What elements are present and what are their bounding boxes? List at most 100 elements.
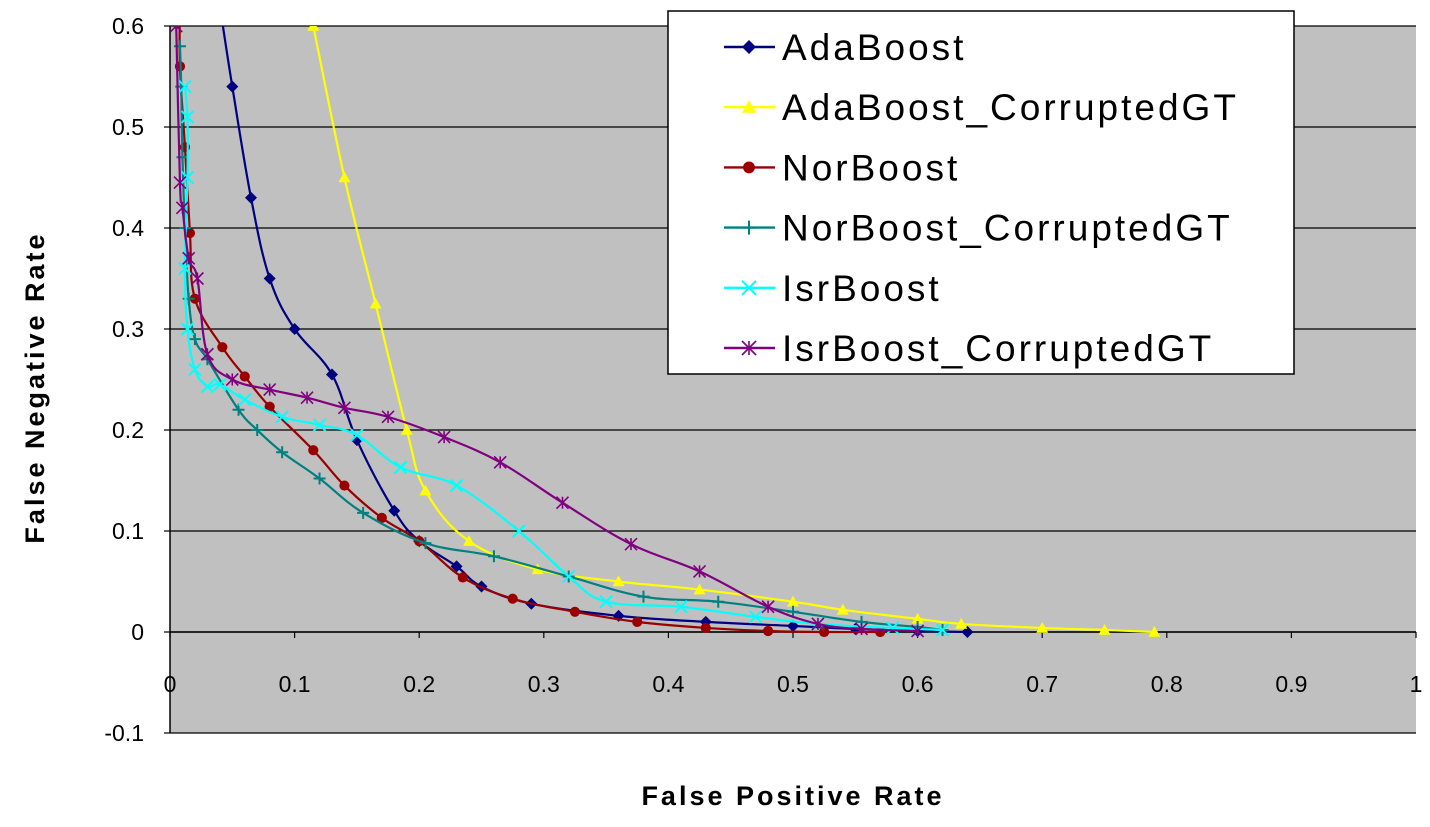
marker-plus bbox=[712, 595, 725, 608]
x-axis-title: False Positive Rate bbox=[641, 781, 944, 811]
marker-triangle bbox=[836, 603, 849, 615]
y-tick-label: 0.3 bbox=[112, 316, 144, 342]
marker-triangle bbox=[955, 617, 968, 629]
marker-x bbox=[213, 377, 227, 392]
marker-diamond bbox=[787, 619, 799, 632]
marker-diamond bbox=[388, 504, 401, 517]
legend-label: AdaBoost bbox=[782, 27, 966, 68]
x-tick-label: 0.6 bbox=[902, 671, 934, 697]
marker-circle bbox=[175, 1, 185, 11]
marker-plus bbox=[357, 506, 370, 519]
legend-label: IsrBoost_CorruptedGT bbox=[782, 328, 1214, 369]
marker-circle bbox=[632, 616, 643, 628]
marker-asterisk bbox=[381, 410, 395, 424]
marker-triangle bbox=[338, 171, 351, 183]
y-axis-title: False Negative Rate bbox=[20, 231, 50, 543]
marker-diamond bbox=[263, 272, 276, 285]
marker-circle bbox=[308, 445, 319, 456]
marker-x bbox=[180, 170, 195, 185]
marker-x bbox=[935, 623, 950, 637]
marker-asterisk bbox=[170, 26, 183, 33]
y-tick-label: 0.5 bbox=[112, 114, 144, 140]
legend-label: IsrBoost bbox=[782, 268, 942, 309]
marker-diamond bbox=[288, 323, 301, 335]
marker-circle bbox=[743, 161, 755, 174]
marker-plus bbox=[251, 424, 264, 436]
marker-asterisk bbox=[263, 383, 277, 397]
x-tick-label: 0.2 bbox=[403, 671, 435, 697]
marker-asterisk bbox=[555, 496, 570, 510]
marker-triangle bbox=[307, 26, 320, 31]
marker-plus bbox=[742, 220, 756, 235]
marker-x bbox=[885, 621, 900, 635]
marker-circle bbox=[457, 572, 468, 583]
marker-x bbox=[238, 392, 252, 407]
marker-asterisk bbox=[300, 391, 314, 405]
y-tick-label: 0 bbox=[131, 619, 144, 645]
series-line bbox=[175, 26, 918, 633]
y-tick-labels: -0.1 0 0.1 0.2 0.3 0.4 0.5 0.6 bbox=[104, 13, 144, 746]
y-tick-label: -0.1 bbox=[104, 720, 144, 746]
marker-asterisk bbox=[173, 175, 187, 190]
marker-diamond bbox=[450, 560, 463, 573]
marker-triangle bbox=[1148, 626, 1161, 637]
marker-asterisk bbox=[190, 271, 204, 286]
series-line bbox=[183, 86, 943, 632]
marker-triangle bbox=[787, 595, 799, 607]
marker-x bbox=[200, 379, 215, 394]
marker-x bbox=[275, 410, 289, 424]
y-tick-label: 0.1 bbox=[112, 518, 144, 544]
marker-asterisk bbox=[692, 564, 707, 578]
marker-diamond bbox=[742, 40, 756, 54]
marker-triangle bbox=[400, 424, 413, 435]
marker-x bbox=[180, 322, 195, 336]
marker-asterisk bbox=[175, 201, 190, 215]
marker-asterisk bbox=[741, 340, 757, 356]
marker-asterisk bbox=[911, 624, 925, 638]
marker-asterisk bbox=[493, 455, 507, 469]
legend-entry: IsrBoost_CorruptedGT bbox=[724, 328, 1214, 369]
series-IsrBoost_CorruptedGT bbox=[170, 26, 925, 638]
marker-asterisk bbox=[337, 401, 352, 415]
x-tick-label: 0.5 bbox=[777, 671, 809, 697]
x-tick-label: 0.4 bbox=[652, 671, 684, 697]
marker-triangle bbox=[612, 575, 625, 587]
marker-asterisk bbox=[761, 600, 775, 614]
marker-x bbox=[178, 261, 192, 276]
marker-circle bbox=[264, 401, 275, 412]
marker-x bbox=[180, 110, 195, 124]
marker-diamond bbox=[961, 626, 974, 638]
marker-triangle bbox=[463, 535, 476, 546]
marker-diamond bbox=[244, 191, 257, 204]
marker-circle bbox=[184, 227, 196, 239]
marker-asterisk bbox=[811, 617, 825, 631]
marker-circle bbox=[762, 625, 774, 637]
marker-circle bbox=[569, 606, 581, 617]
legend: AdaBoost AdaBoost_CorruptedGT NorBoost NorB… bbox=[667, 10, 1295, 375]
x-tick-label: 0.9 bbox=[1275, 671, 1307, 697]
marker-plus bbox=[487, 550, 500, 563]
legend-label: AdaBoost_CorruptedGT bbox=[782, 87, 1239, 128]
marker-asterisk bbox=[437, 430, 451, 444]
legend-label: NorBoost_CorruptedGT bbox=[782, 208, 1233, 249]
marker-x bbox=[449, 478, 464, 493]
x-tick-label: 0.3 bbox=[528, 671, 560, 697]
series-AdaBoost_CorruptedGT bbox=[307, 26, 1161, 637]
x-tick-label: 0.8 bbox=[1151, 671, 1183, 697]
marker-circle bbox=[239, 371, 250, 382]
marker-x bbox=[312, 418, 327, 432]
marker-circle bbox=[700, 622, 711, 634]
marker-plus bbox=[276, 446, 289, 459]
marker-x bbox=[748, 610, 763, 624]
marker-x bbox=[393, 460, 408, 475]
legend-entry: AdaBoost_CorruptedGT bbox=[724, 87, 1239, 128]
marker-asterisk bbox=[225, 372, 239, 387]
x-tick-labels: 0 0.1 0.2 0.3 0.4 0.5 0.6 0.7 0.8 0.9 1 bbox=[164, 671, 1423, 697]
legend-entry: IsrBoost bbox=[724, 268, 942, 309]
legend-entry: NorBoost_CorruptedGT bbox=[724, 208, 1233, 249]
x-tick-label: 0.7 bbox=[1026, 671, 1058, 697]
marker-triangle bbox=[369, 297, 382, 309]
marker-circle bbox=[189, 293, 201, 304]
marker-circle bbox=[339, 480, 350, 491]
